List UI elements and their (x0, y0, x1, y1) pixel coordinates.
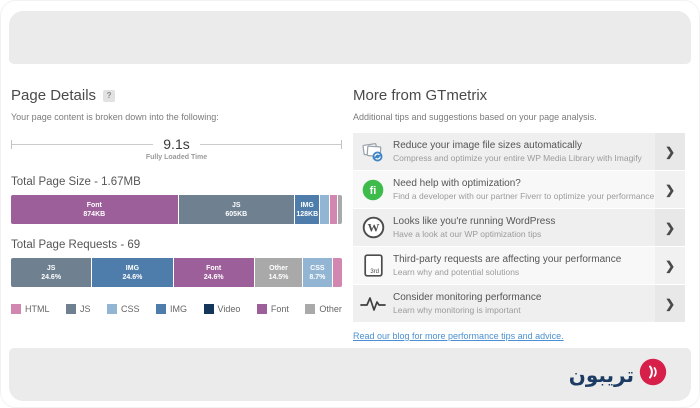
pulse-monitor-icon (353, 285, 393, 322)
suggestion-card-subtitle: Find a developer with our partner Fiverr… (393, 191, 655, 201)
triboon-logo-icon (639, 358, 667, 391)
suggestion-card-text: Reduce your image file sizes automatical… (393, 133, 655, 170)
bar-segment-font: Font24.6% (174, 258, 254, 287)
legend-swatch (66, 304, 76, 314)
legend-label: Font (271, 304, 289, 314)
fully-loaded-time-label: Fully Loaded Time (11, 154, 342, 161)
legend-label: Other (319, 304, 342, 314)
svg-text:3rd: 3rd (370, 269, 379, 275)
page-details-header: Page Details ? (11, 87, 342, 104)
suggestion-card-title: Reduce your image file sizes automatical… (393, 140, 655, 151)
suggestion-card-subtitle: Learn why monitoring is important (393, 305, 655, 315)
more-from-gtmetrix-header: More from GTmetrix (353, 87, 685, 104)
suggestion-card[interactable]: fi Need help with optimization? Find a dev… (353, 171, 685, 208)
legend-item-img: IMG (156, 304, 187, 314)
legend-label: JS (80, 304, 91, 314)
page-details-title: Page Details (11, 87, 96, 104)
bar-segment-html (330, 195, 337, 224)
legend-item-css: CSS (107, 304, 140, 314)
suggestion-card-text: Consider monitoring performance Learn why… (393, 285, 655, 322)
legend-label: IMG (170, 304, 187, 314)
bar-segment-img: IMG128KB (295, 195, 319, 224)
suggestion-card[interactable]: W Looks like you're running WordPress Have… (353, 209, 685, 246)
timeline-right-tick (341, 140, 342, 149)
legend-item-js: JS (66, 304, 91, 314)
suggestion-card[interactable]: Consider monitoring performance Learn why… (353, 285, 685, 322)
page-details-section: Page Details ? Your page content is brok… (11, 87, 342, 314)
bar-segment-img: IMG24.6% (92, 258, 172, 287)
triboon-logo[interactable]: تریبون (569, 358, 667, 391)
fiverr-icon: fi (353, 171, 393, 208)
imagify-images-icon (353, 133, 393, 170)
fully-loaded-time-value: 9.1s (153, 136, 199, 152)
help-icon[interactable]: ? (103, 90, 115, 102)
bar-segment-css: CSS8.7% (303, 258, 331, 287)
suggestion-card-title: Looks like you're running WordPress (393, 216, 655, 227)
suggestion-card[interactable]: Reduce your image file sizes automatical… (353, 133, 685, 170)
suggestion-card-text: Looks like you're running WordPress Have … (393, 209, 655, 246)
suggestion-card[interactable]: 3rd Third-party requests are affecting yo… (353, 247, 685, 284)
svg-text:W: W (367, 221, 379, 235)
total-page-requests-title: Total Page Requests - 69 (11, 239, 342, 251)
suggestion-card-title: Need help with optimization? (393, 178, 655, 189)
triboon-logo-text: تریبون (569, 361, 634, 389)
page-requests-bar: JS24.6%IMG24.6%Font24.6%Other14.5%CSS8.7… (11, 258, 342, 287)
suggestion-card-subtitle: Learn why and potential solutions (393, 267, 655, 277)
legend-swatch (107, 304, 117, 314)
timeline-line-left (12, 144, 153, 145)
suggestion-card-title: Consider monitoring performance (393, 292, 655, 303)
suggestion-card-text: Third-party requests are affecting your … (393, 247, 655, 284)
chevron-right-icon: ❯ (655, 285, 685, 322)
legend-swatch (156, 304, 166, 314)
more-from-gtmetrix-title: More from GTmetrix (353, 87, 487, 104)
legend-label: HTML (25, 304, 50, 314)
suggestion-card-title: Third-party requests are affecting your … (393, 254, 655, 265)
suggestion-card-text: Need help with optimization? Find a devel… (393, 171, 655, 208)
suggestion-card-subtitle: Compress and optimize your entire WP Med… (393, 153, 655, 163)
third-party-document-icon: 3rd (353, 247, 393, 284)
svg-text:fi: fi (370, 185, 377, 197)
total-page-size-title: Total Page Size - 1.67MB (11, 176, 342, 188)
bar-segment-js: JS24.6% (11, 258, 91, 287)
legend-label: Video (218, 304, 241, 314)
wordpress-icon: W (353, 209, 393, 246)
blog-link[interactable]: Read our blog for more performance tips … (353, 331, 564, 341)
footer-bar: تریبون (9, 348, 691, 401)
legend-swatch (11, 304, 21, 314)
legend-item-other: Other (305, 304, 342, 314)
legend-swatch (204, 304, 214, 314)
legend-item-video: Video (204, 304, 241, 314)
legend-swatch (257, 304, 267, 314)
bar-segment-html (333, 258, 342, 287)
bar-segment-font: Font874KB (11, 195, 178, 224)
content-type-legend: HTML JS CSS IMG Video Font Other (11, 304, 342, 314)
legend-swatch (305, 304, 315, 314)
bar-segment-js: JS605KB (179, 195, 294, 224)
suggestion-card-subtitle: Have a look at our WP optimization tips (393, 229, 655, 239)
bar-segment-css (320, 195, 328, 224)
legend-label: CSS (121, 304, 140, 314)
legend-item-html: HTML (11, 304, 50, 314)
fully-loaded-timeline: 9.1s (11, 136, 342, 152)
legend-item-font: Font (257, 304, 289, 314)
timeline-line-right (200, 144, 341, 145)
chevron-right-icon: ❯ (655, 209, 685, 246)
suggestion-card-list: Reduce your image file sizes automatical… (353, 133, 685, 322)
more-from-gtmetrix-subtitle: Additional tips and suggestions based on… (353, 112, 685, 122)
gtmetrix-report-page: Page Details ? Your page content is brok… (0, 0, 700, 408)
chevron-right-icon: ❯ (655, 247, 685, 284)
bar-segment-other (338, 195, 342, 224)
chevron-right-icon: ❯ (655, 171, 685, 208)
header-bar (9, 11, 691, 64)
page-size-bar: Font874KBJS605KBIMG128KB (11, 195, 342, 224)
bar-segment-other: Other14.5% (255, 258, 302, 287)
page-details-subtitle: Your page content is broken down into th… (11, 112, 342, 122)
chevron-right-icon: ❯ (655, 133, 685, 170)
more-from-gtmetrix-section: More from GTmetrix Additional tips and s… (353, 87, 685, 344)
